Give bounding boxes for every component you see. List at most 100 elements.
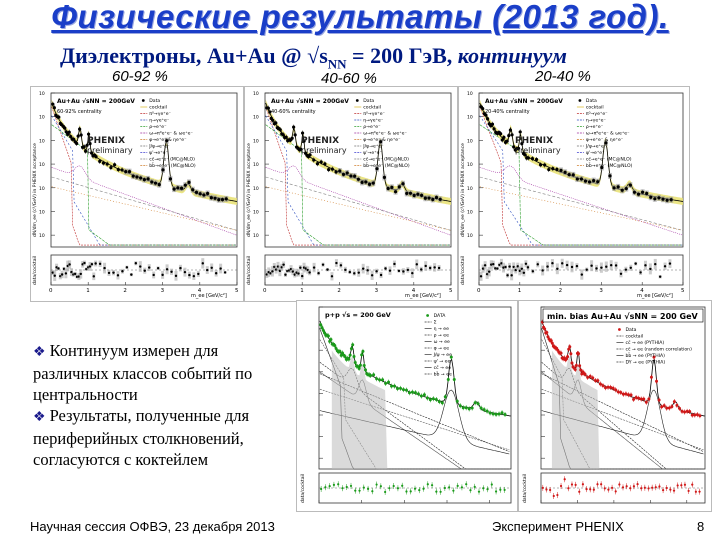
data-point [396,387,400,391]
data-point [645,191,649,196]
data-point [661,197,665,201]
ratio-point [603,487,606,490]
ratio-point [301,274,304,278]
hatched-area [551,350,600,469]
minbias-plot-svg: data/cocktail min. bias Au+Au √sNN = 200 … [522,306,706,504]
preliminary-label: preliminary [301,146,347,155]
data-point [473,401,477,405]
legend-entry: cocktail [625,334,643,340]
data-point [431,197,435,202]
data-point [649,375,653,379]
data-point [586,375,590,379]
x-axis-title: m_ee [GeV/c²] [405,293,441,299]
ratio-point [357,271,360,274]
ratio-point [561,262,564,265]
legend-entry: cc̄→e⁺e⁻ (MC@NLO) [363,157,409,163]
ratio-point [531,270,535,273]
ratio-point [592,488,595,491]
ratio-point [282,263,285,266]
data-point [642,397,646,401]
legend-entry: Data [586,98,597,104]
data-point [427,196,431,200]
legend-entry: bb̄→e⁺e⁻ (MC@NLO) [149,162,196,169]
ratio-point [619,272,623,275]
component-curve [265,176,451,231]
data-point [353,361,357,365]
data-point [64,130,68,134]
data-point [161,168,165,172]
data-point [608,174,612,178]
data-point [449,355,453,359]
ratio-point [358,489,361,492]
legend-marker [141,99,145,102]
data-point [213,196,217,200]
ratio-point [503,488,506,492]
data-point [352,355,356,359]
ratio-point [658,275,662,278]
data-point [146,177,150,181]
ratio-point [694,490,697,493]
data-point [198,192,202,196]
ratio-point [508,265,511,268]
ratio-point [551,262,554,265]
ratio-point [443,486,446,490]
main-frame [478,92,684,248]
legend-entry: ψ'→e⁺e⁻ [363,150,382,156]
data-point [382,175,387,179]
data-point [592,178,596,183]
ratio-point [345,485,348,489]
ratio-axis-title: data/cocktail [522,474,528,503]
data-point [168,177,173,181]
ratio-point [328,485,331,488]
ratio-point [600,266,603,269]
data-point [571,173,575,177]
ratio-point [401,484,404,487]
ratio-point [567,487,570,490]
legend-entry: η→γe⁺e⁻ [149,118,170,124]
ratio-point [663,265,667,268]
data-point [278,128,282,132]
ratio-point [379,485,382,488]
data-point [662,404,666,408]
ratio-point [439,490,442,493]
data-point [78,127,82,131]
data-point [360,180,364,185]
legend-entry: bb̄→e⁺e⁻ (MC@NLO) [363,162,410,169]
data-point [639,397,643,401]
x-tick-label: 1 [518,288,522,294]
ratio-point [643,486,646,489]
ratio-point [632,485,636,488]
legend-entry: cocktail [363,105,381,111]
auau-plot-svg: 10 10 10 10 10 10 10 0 1 2 3 4 5 dN/dm_ee (c²/GeV) in… [246,91,453,299]
data-point [410,390,414,394]
ratio-point [98,262,102,266]
data-point [443,395,447,399]
data-point [698,414,702,418]
data-point [338,169,342,173]
data-point [361,349,365,353]
legend-entry: η→γe⁺e⁻ [363,118,384,124]
preliminary-label: preliminary [515,146,561,155]
legend-entry: Data [625,327,636,333]
ratio-point [428,266,432,270]
data-point [500,411,504,415]
data-point [464,406,468,410]
ratio-point [614,490,617,493]
data-point [404,388,408,392]
data-point [343,355,347,359]
data-point [187,180,191,184]
data-point [428,398,432,402]
ratio-axis-title: data/cocktail [300,474,306,503]
ratio-point [430,484,434,487]
data-point [539,163,543,167]
data-point [626,393,630,397]
data-point [628,183,632,187]
data-point [555,167,559,171]
ratio-point [299,266,302,269]
centrality-label-1: 60-92 % [112,68,168,85]
ratio-point [556,493,559,497]
ratio-point [589,488,592,491]
y-tick-label: 10 [467,91,473,97]
data-point [423,196,427,200]
data-point [369,374,373,378]
